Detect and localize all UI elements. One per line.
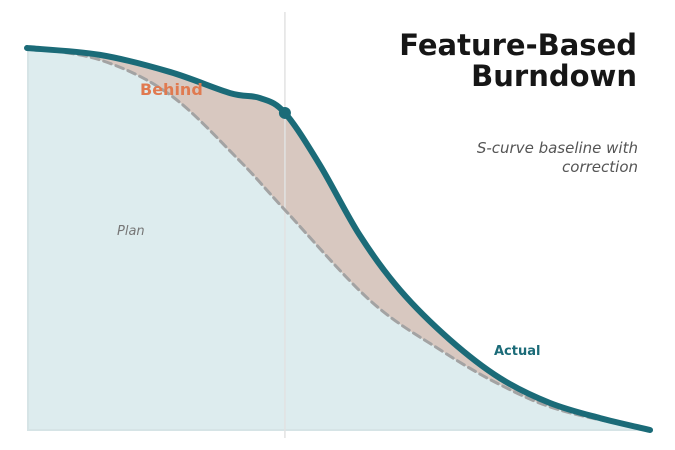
annotation: Plan	[117, 224, 145, 239]
today-point	[278, 106, 291, 119]
annotation: Actual	[494, 344, 541, 359]
line	[24, 45, 653, 433]
line	[25, 46, 652, 432]
annotation: Behind	[140, 80, 203, 99]
chart-title: Feature-Based Burndown	[399, 28, 637, 93]
plan-area	[27, 48, 650, 430]
chart-subtitle: S-curve baseline with correction	[476, 139, 638, 176]
